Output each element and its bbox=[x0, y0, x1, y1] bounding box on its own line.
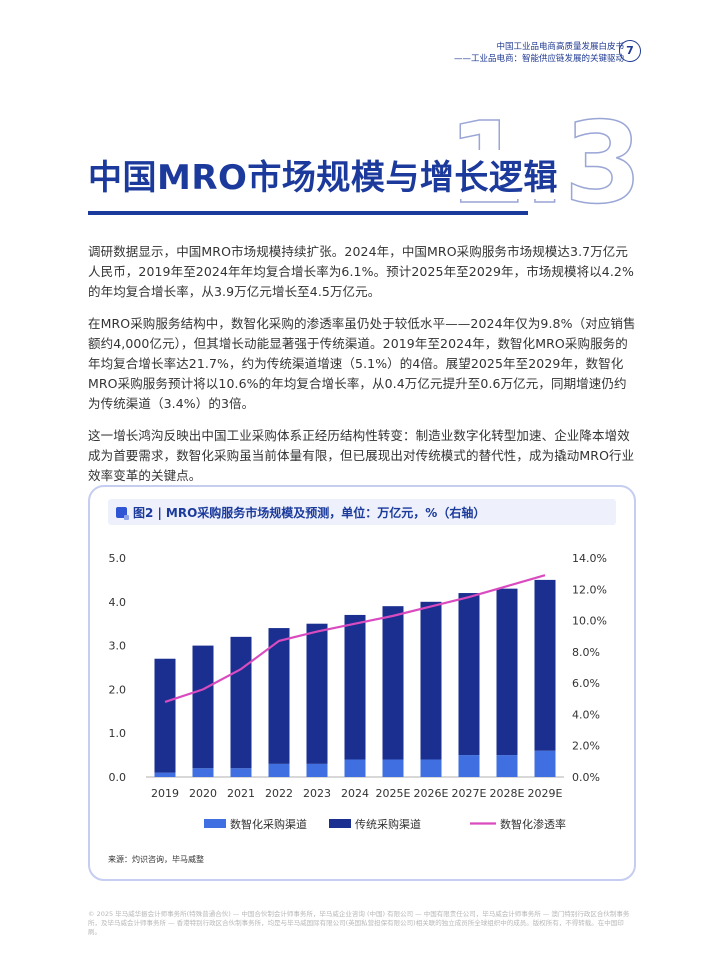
y-right-tick-label: 6.0% bbox=[572, 677, 600, 690]
y-left-tick-label: 4.0 bbox=[109, 596, 127, 609]
bar-digital bbox=[458, 755, 480, 777]
line-penetration-rate bbox=[164, 574, 546, 703]
paragraph-3: 这一增长鸿沟反映出中国工业采购体系正经历结构性转变：制造业数字化转型加速、企业降… bbox=[88, 428, 635, 483]
bar-traditional bbox=[420, 601, 442, 760]
bar-digital bbox=[344, 759, 366, 777]
mro-market-chart: 0.0 1.0 2.0 3.0 4.0 5.0 0.0% 2.0% 4.0% 6.0% 8.0% 10… bbox=[109, 552, 607, 831]
x-tick-label: 2026E bbox=[414, 787, 449, 800]
legend-label: 数智化渗透率 bbox=[500, 817, 566, 831]
legend-swatch bbox=[204, 819, 226, 828]
bar-traditional bbox=[344, 614, 366, 760]
bar-digital bbox=[268, 763, 290, 777]
page-title: 中国MRO市场规模与增长逻辑 bbox=[88, 150, 566, 199]
x-tick-label: 2019 bbox=[151, 787, 179, 800]
bar-traditional bbox=[154, 658, 176, 773]
y-right-tick-label: 2.0% bbox=[572, 740, 600, 753]
x-tick-label: 2028E bbox=[490, 787, 525, 800]
x-tick-label: 2029E bbox=[528, 787, 563, 800]
bar-traditional bbox=[382, 606, 404, 760]
figure-card: 图2 | MRO采购服务市场规模及预测，单位：万亿元，%（右轴） 0.0 1.0 2… bbox=[88, 485, 636, 881]
header-line-2: ——工业品电商：智能供应链发展的关键驱动 bbox=[453, 54, 624, 64]
y-left-tick-label: 3.0 bbox=[109, 640, 127, 653]
bar-traditional bbox=[192, 645, 214, 769]
bar-digital bbox=[534, 750, 556, 777]
bar-traditional bbox=[306, 623, 328, 764]
x-tick-label: 2023 bbox=[303, 787, 331, 800]
bar-traditional bbox=[496, 588, 518, 756]
chart-icon bbox=[116, 506, 129, 520]
x-tick-label: 2022 bbox=[265, 787, 293, 800]
bar-digital bbox=[306, 763, 328, 777]
bar-traditional bbox=[534, 579, 556, 751]
y-left-tick-label: 1.0 bbox=[109, 727, 127, 740]
legend-swatch bbox=[329, 819, 351, 828]
x-tick-label: 2024 bbox=[341, 787, 369, 800]
paragraph-1: 调研数据显示，中国MRO市场规模持续扩张。2024年，中国MRO采购服务市场规模… bbox=[88, 244, 634, 299]
header-line-1: 中国工业品电商高质量发展白皮书 bbox=[496, 42, 624, 52]
x-tick-label: 2027E bbox=[452, 787, 487, 800]
x-tick-label: 2021 bbox=[227, 787, 255, 800]
bar-digital bbox=[230, 768, 252, 777]
legend-label: 数智化采购渠道 bbox=[230, 817, 307, 831]
y-right-tick-label: 10.0% bbox=[572, 615, 607, 628]
y-right-tick-label: 12.0% bbox=[572, 583, 607, 596]
y-left-tick-label: 2.0 bbox=[109, 683, 127, 696]
x-tick-label: 2020 bbox=[189, 787, 217, 800]
y-right-tick-label: 4.0% bbox=[572, 708, 600, 721]
figure-source: 来源：灼识咨询，毕马威整 bbox=[108, 855, 204, 864]
paragraph-2: 在MRO采购服务结构中，数智化采购的渗透率虽仍处于较低水平——2024年仅为9.… bbox=[88, 316, 636, 411]
bar-traditional bbox=[268, 628, 290, 764]
footer-copyright: © 2025 毕马威华振会计师事务所(特殊普通合伙) — 中国合伙制会计师事务所… bbox=[88, 910, 630, 936]
y-right-tick-label: 14.0% bbox=[572, 552, 607, 565]
bar-digital bbox=[192, 768, 214, 777]
figure-caption: MRO采购服务市场规模及预测，单位：万亿元，%（右轴） bbox=[165, 505, 486, 520]
title-underline bbox=[88, 211, 528, 215]
y-right-tick-label: 0.0% bbox=[572, 771, 600, 784]
y-right-tick-label: 8.0% bbox=[572, 646, 600, 659]
y-left-tick-label: 0.0 bbox=[109, 771, 127, 784]
header-text: 中国工业品电商高质量发展白皮书 ——工业品电商：智能供应链发展的关键驱动 bbox=[324, 41, 624, 65]
y-left-tick-label: 5.0 bbox=[109, 552, 127, 565]
page-number: 7 bbox=[619, 40, 641, 62]
figure-caption-bar: 图2 | MRO采购服务市场规模及预测，单位：万亿元，%（右轴） bbox=[108, 499, 616, 525]
body-text: 调研数据显示，中国MRO市场规模持续扩张。2024年，中国MRO采购服务市场规模… bbox=[88, 242, 636, 498]
bar-digital bbox=[496, 755, 518, 777]
bar-digital bbox=[382, 759, 404, 777]
bar-digital bbox=[420, 759, 442, 777]
bar-digital bbox=[154, 772, 176, 777]
figure-label: 图2 | bbox=[133, 505, 162, 520]
legend-label: 传统采购渠道 bbox=[355, 817, 421, 831]
bar-traditional bbox=[230, 636, 252, 769]
x-tick-label: 2025E bbox=[376, 787, 411, 800]
bar-traditional bbox=[458, 593, 480, 756]
